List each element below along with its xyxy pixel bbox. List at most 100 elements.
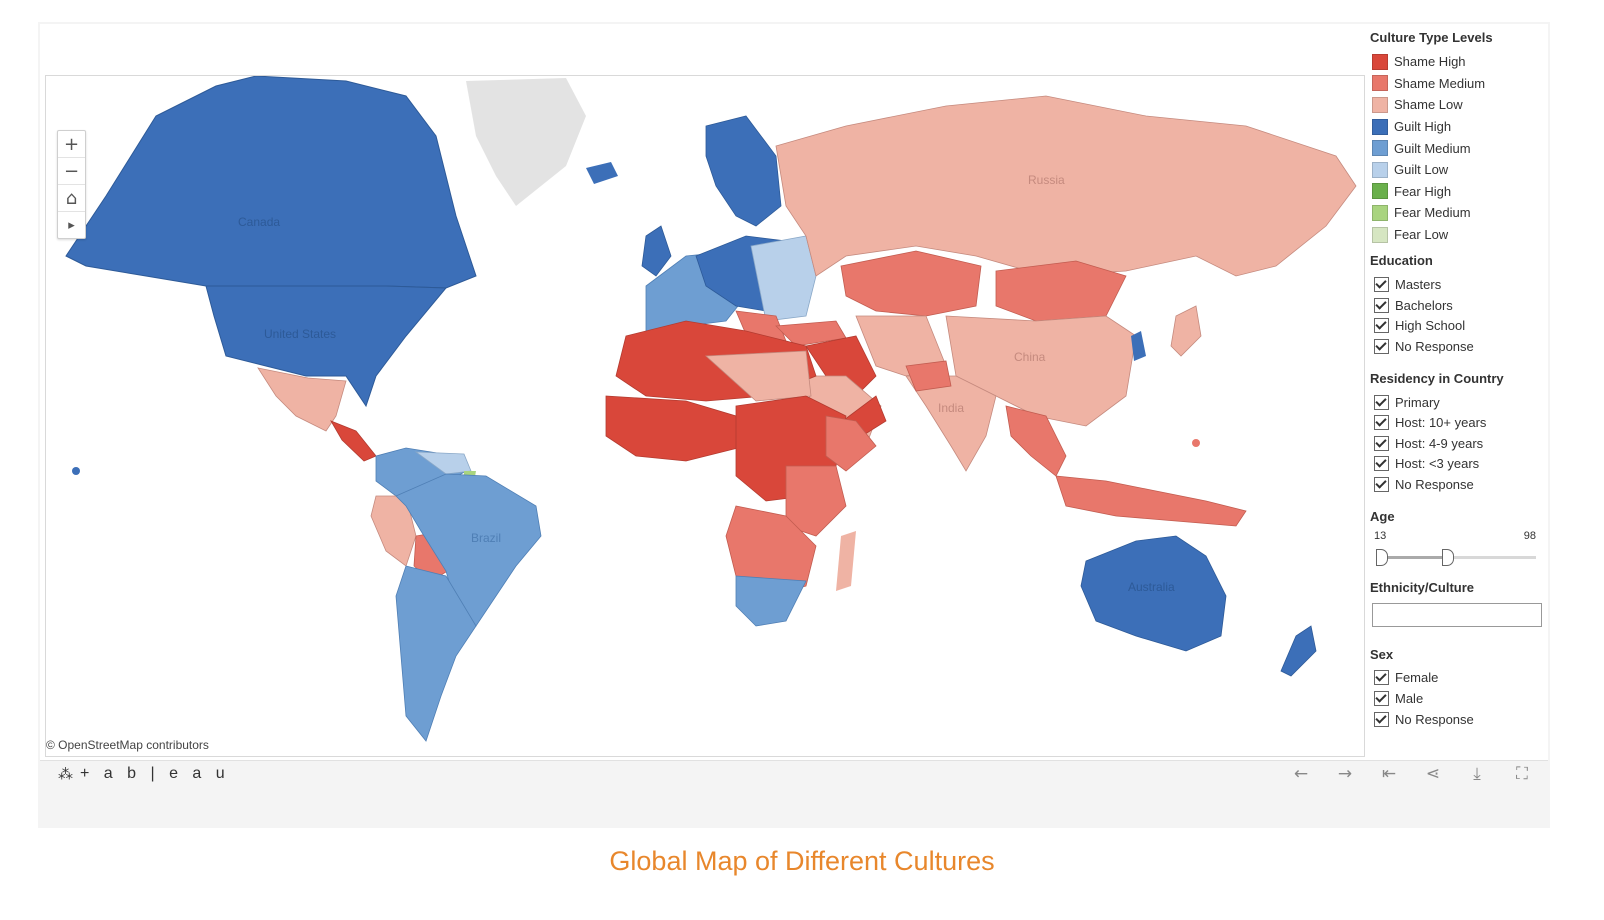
tableau-logo[interactable]: ⁂ + a b | e a u (58, 764, 230, 784)
sex-option[interactable]: No Response (1368, 709, 1548, 730)
residency-filter-list: Primary Host: 10+ years Host: 4-9 years Hos… (1368, 392, 1548, 495)
legend-swatch (1372, 161, 1388, 178)
horn-africa-region (825, 415, 877, 472)
age-slider-max-handle[interactable] (1442, 548, 1454, 566)
island-dot (1192, 439, 1200, 447)
legend-label: Guilt Medium (1394, 140, 1471, 156)
scandinavia-region (705, 115, 782, 227)
education-filter-list: Masters Bachelors High School No Response (1368, 274, 1548, 356)
checkbox-checked[interactable] (1374, 691, 1389, 707)
tableau-logo-icon: ⁂ (58, 766, 78, 783)
residency-option-label: Host: 4-9 years (1395, 435, 1484, 451)
residency-option[interactable]: No Response (1368, 474, 1548, 495)
central-america-region (330, 420, 377, 462)
checkbox-checked[interactable] (1374, 394, 1389, 410)
education-option-label: Bachelors (1395, 297, 1453, 313)
checkbox-checked[interactable] (1374, 476, 1389, 492)
legend-panel: Culture Type Levels Shame High Shame Medi… (1368, 26, 1548, 729)
uk-region (641, 225, 672, 277)
zoom-out-button[interactable]: − (58, 157, 85, 184)
residency-option[interactable]: Host: <3 years (1368, 454, 1548, 475)
age-range-values: 13 98 (1374, 530, 1536, 542)
education-option[interactable]: High School (1368, 316, 1548, 337)
share-icon[interactable]: ⋖ (1425, 764, 1441, 784)
undo-icon[interactable]: ← (1293, 764, 1309, 784)
legend-swatch (1372, 183, 1388, 200)
culture-legend-title: Culture Type Levels (1370, 30, 1493, 45)
culture-legend-item[interactable]: Shame High (1368, 51, 1548, 73)
culture-legend-item[interactable]: Fear Low (1368, 224, 1548, 246)
education-option[interactable]: Masters (1368, 274, 1548, 295)
residency-option-label: Primary (1395, 394, 1440, 410)
map-label-canada: Canada (238, 215, 280, 229)
checkbox-checked[interactable] (1374, 456, 1389, 472)
education-option-label: No Response (1395, 338, 1474, 354)
map-label-australia: Australia (1128, 580, 1175, 594)
checkbox-checked[interactable] (1374, 338, 1389, 354)
world-map[interactable]: Canada United States Brazil Russia China… (45, 75, 1365, 757)
culture-legend-item[interactable]: Guilt High (1368, 116, 1548, 138)
sex-option[interactable]: Female (1368, 668, 1548, 689)
residency-option[interactable]: Primary (1368, 392, 1548, 413)
redo-icon[interactable]: → (1337, 764, 1353, 784)
legend-swatch (1372, 140, 1388, 157)
new-zealand-region (1280, 625, 1317, 677)
age-slider-min-handle[interactable] (1376, 548, 1388, 566)
culture-legend-item[interactable]: Shame Low (1368, 94, 1548, 116)
eastern-europe-region (750, 235, 817, 322)
education-option[interactable]: Bachelors (1368, 295, 1548, 316)
legend-swatch (1372, 75, 1388, 92)
education-filter-title: Education (1370, 253, 1433, 269)
west-africa-region (605, 395, 747, 462)
ethnicity-input[interactable] (1372, 602, 1542, 627)
checkbox-checked[interactable] (1374, 318, 1389, 334)
zoom-in-button[interactable]: + (63, 133, 80, 155)
tableau-brand-text: + a b | e a u (80, 765, 230, 782)
age-slider[interactable] (1376, 546, 1536, 568)
culture-legend-item[interactable]: Guilt Medium (1368, 137, 1548, 159)
legend-swatch (1372, 226, 1388, 243)
korea-japan-region (1131, 331, 1146, 361)
map-attribution[interactable]: © OpenStreetMap contributors (46, 738, 209, 752)
culture-legend-item[interactable]: Guilt Low (1368, 159, 1548, 181)
age-filter-title: Age (1370, 508, 1395, 524)
culture-legend-item[interactable]: Fear High (1368, 181, 1548, 203)
education-option-label: High School (1395, 318, 1466, 334)
legend-label: Shame High (1394, 54, 1466, 70)
residency-option[interactable]: Host: 10+ years (1368, 412, 1548, 433)
download-icon[interactable]: ⤓ (1473, 764, 1481, 784)
united-states-region (205, 285, 448, 408)
map-label-india: India (938, 401, 964, 415)
residency-option-label: No Response (1395, 476, 1474, 492)
central-asia-region (840, 250, 982, 317)
checkbox-checked[interactable] (1374, 435, 1389, 451)
culture-legend-item[interactable]: Fear Medium (1368, 202, 1548, 224)
checkbox-checked[interactable] (1374, 277, 1389, 293)
expand-icon[interactable]: ▸ (58, 211, 85, 238)
education-option[interactable]: No Response (1368, 336, 1548, 357)
residency-option[interactable]: Host: 4-9 years (1368, 433, 1548, 454)
australia-region (1080, 535, 1227, 652)
fullscreen-icon[interactable]: ⛶ (1516, 764, 1528, 784)
checkbox-checked[interactable] (1374, 670, 1389, 686)
ethnicity-filter-title: Ethnicity/Culture (1370, 579, 1475, 595)
education-option-label: Masters (1395, 277, 1442, 293)
sex-option-label: No Response (1395, 711, 1474, 727)
home-icon[interactable]: ⌂ (58, 184, 85, 211)
canada-region (65, 76, 477, 289)
mexico-region (257, 367, 347, 432)
brazil-region (395, 473, 542, 627)
checkbox-checked[interactable] (1374, 711, 1389, 727)
checkbox-checked[interactable] (1374, 297, 1389, 313)
pakistan-region (905, 360, 952, 392)
sex-filter-list: Female Male No Response (1368, 668, 1548, 730)
culture-legend-item[interactable]: Shame Medium (1368, 73, 1548, 95)
sex-option[interactable]: Male (1368, 688, 1548, 709)
legend-label: Guilt Low (1394, 162, 1449, 178)
residency-option-label: Host: 10+ years (1395, 415, 1487, 431)
age-slider-track (1376, 555, 1536, 559)
checkbox-checked[interactable] (1374, 415, 1389, 431)
russia-region (775, 95, 1357, 277)
revert-icon[interactable]: ⇤ (1381, 764, 1397, 784)
sex-filter-title: Sex (1370, 646, 1394, 662)
